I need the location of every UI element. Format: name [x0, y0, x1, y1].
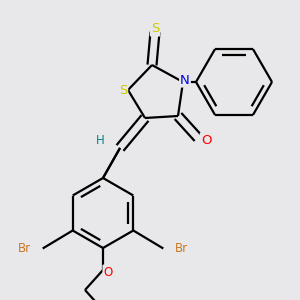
Text: N: N — [180, 74, 190, 86]
Text: H: H — [96, 134, 104, 146]
Text: O: O — [103, 266, 112, 278]
Text: S: S — [151, 22, 159, 35]
Text: O: O — [201, 134, 211, 146]
Text: Br: Br — [175, 242, 188, 255]
Text: S: S — [119, 83, 127, 97]
Text: Br: Br — [18, 242, 31, 255]
